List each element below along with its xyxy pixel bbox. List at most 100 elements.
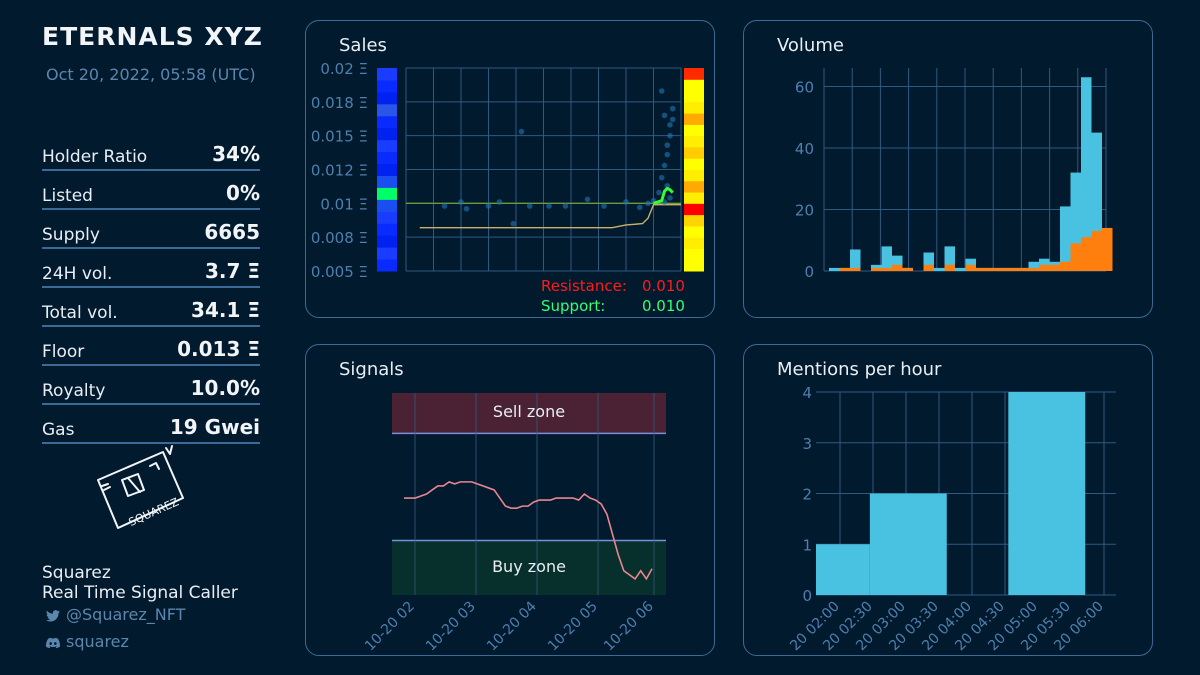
x-tick-label: 10-20 03 [423,599,479,655]
sale-point [510,220,517,227]
volume-bar-secondary [1102,227,1113,271]
support-value: 0.010 [642,297,685,315]
discord-link[interactable]: squarez [46,632,129,651]
y-tick-label: 20 [795,201,814,219]
sell-zone [392,393,666,434]
mention-bar [816,544,870,595]
heat-band-segment [684,146,704,159]
sale-point [658,174,665,181]
y-tick-label: 60 [795,78,814,96]
stat-value: 3.7 Ξ [204,259,260,283]
price-band-segment [377,223,397,236]
twitter-link[interactable]: @Squarez_NFT [46,605,185,624]
stat-value: 19 Gwei [169,415,260,439]
sell-zone-label: Sell zone [493,402,565,421]
heat-band-segment [684,225,704,238]
heat-band-segment [684,214,704,227]
volume-bar-secondary [1028,267,1039,271]
discord-handle[interactable]: squarez [66,632,129,651]
signal-line [404,480,653,581]
y-tick-label: 0.015 Ξ [311,128,368,146]
volume-bar [955,267,966,271]
sale-point [667,195,673,201]
volume-bar [1091,132,1102,271]
volume-bar [829,267,840,271]
y-tick-label: 0.012 Ξ [311,162,368,180]
volume-bar [1081,77,1092,272]
sale-point [636,204,643,211]
heat-band-segment [684,79,704,92]
volume-panel: Volume 0 20 40 60 [743,20,1153,318]
buy-zone-label: Buy zone [492,557,566,576]
sales-title: Sales [339,35,387,56]
sale-point [664,151,671,158]
volume-bar [850,249,861,271]
sale-point [518,128,525,135]
price-band-segment [377,211,397,224]
mention-bar [869,493,947,595]
sale-point [661,112,668,119]
volume-bar-secondary [839,267,850,271]
x-tick-label: 10-20 06 [601,598,657,654]
volume-bar-secondary [923,264,934,271]
snapshot-date: Oct 20, 2022, 05:58 (UTC) [46,65,256,84]
sale-point [664,182,671,189]
heat-band-segment [684,248,704,261]
price-band-segment [377,103,397,117]
sale-point [667,122,673,128]
volume-bar [1028,261,1039,271]
x-tick-label: 10-20 04 [484,598,540,654]
volume-bar-secondary [892,264,903,271]
sale-point [664,142,671,148]
sale-point [601,203,607,209]
twitter-handle[interactable]: @Squarez_NFT [66,605,186,624]
stat-label: Floor [42,342,85,362]
stat-label: 24H vol. [42,264,113,284]
y-tick-label: 0.02 Ξ [320,60,368,78]
volume-bar-secondary [902,267,913,271]
sale-point [526,203,533,209]
sale-point [658,88,665,94]
heat-band-segment [684,180,704,193]
price-band-segment [377,127,397,141]
heat-band-segment [684,192,704,204]
volume-bar-secondary [881,267,892,271]
y-tick-label: 4 [802,384,812,402]
sale-point [623,199,629,205]
price-band-segment [377,175,397,188]
volume-bar-secondary [1007,267,1018,271]
volume-bar [892,255,903,271]
volume-bar [934,267,945,271]
sale-point [656,189,662,196]
volume-bar [1060,206,1071,271]
floor-line [419,203,681,229]
stat-label: Gas [42,420,75,440]
y-tick-label: 0 [802,587,812,605]
signals-panel: Signals Sell zone Buy zone 10-20 02 10-20… [305,344,715,656]
volume-chart: Volume 0 20 40 60 [777,35,1113,281]
stat-listed: Listed 0% [42,171,260,210]
stat-value: 34% [212,142,260,166]
signals-title: Signals [339,359,404,380]
volume-bar [881,246,892,271]
stat-holder-ratio: Holder Ratio 34% [42,132,260,171]
price-band-segment [377,91,397,105]
recent-price-line [653,186,674,205]
volume-bar [944,246,955,271]
y-tick-label: 0.005 Ξ [311,263,368,281]
stat-label: Royalty [42,381,106,401]
stat-value: 0.013 Ξ [177,337,260,361]
twitter-icon [46,610,60,622]
sale-point [441,203,448,209]
heat-band-segment [684,90,704,103]
stat-floor: Floor 0.013 Ξ [42,327,260,366]
y-tick-label: 0.01 Ξ [320,195,368,213]
price-band-segment [377,115,397,129]
stats-list: Holder Ratio 34% Listed 0% Supply 6665 24H … [42,132,260,444]
stat-label: Holder Ratio [42,147,148,167]
heat-band-segment [684,113,704,125]
price-band-segment [377,187,397,200]
stat-label: Total vol. [42,303,118,323]
sale-point [485,203,492,209]
price-band-segment [377,259,397,272]
